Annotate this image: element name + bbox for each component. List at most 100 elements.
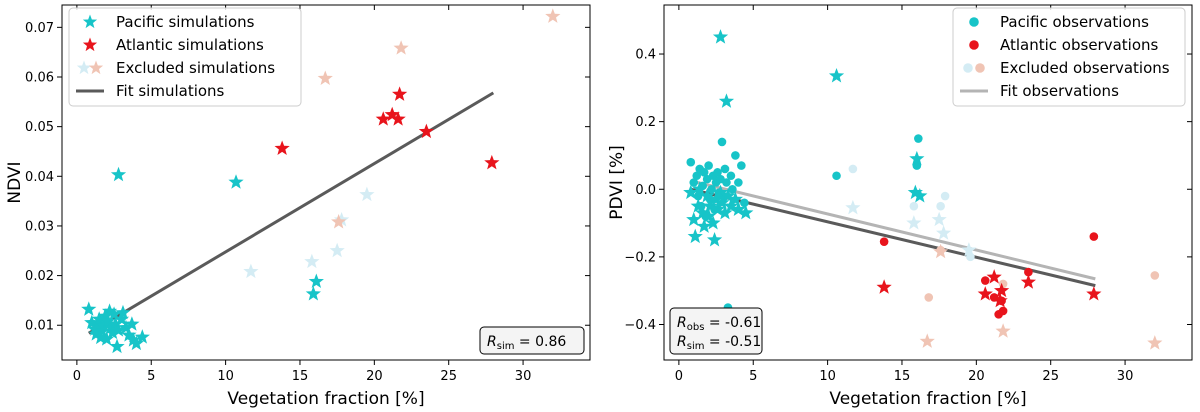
data-point [738,204,754,220]
data-point [727,191,743,206]
data-point [699,168,709,177]
data-point [484,154,500,170]
data-point [334,211,350,227]
legend-swatch [82,37,98,52]
data-point [702,198,718,213]
plot-frame [61,4,591,361]
x-tick-label: 30 [515,369,532,384]
data-point [359,186,375,202]
data-point [977,286,993,301]
data-point [737,161,746,170]
data-point [392,86,408,101]
data-point [115,304,131,320]
data-point [274,140,290,155]
data-point [699,188,715,203]
data-point [845,199,861,215]
legend-label: Atlantic simulations [116,36,264,54]
legend-swatch [969,17,979,27]
data-point [692,181,708,196]
y-tick-label: 0.05 [25,120,54,135]
x-tick-label: 20 [968,369,985,384]
r-annotation-text: Rsim = 0.86 [487,334,566,352]
data-point [720,164,730,174]
data-point [696,218,712,233]
data-point [740,198,749,208]
x-tick-label: 25 [1042,369,1059,384]
legend-label: Pacific simulations [116,13,255,31]
x-tick-label: 10 [819,369,836,384]
data-point [998,306,1008,316]
data-point [720,188,736,203]
legend-box [68,7,302,107]
fit-line [690,179,1096,281]
data-point [393,40,409,55]
data-point [906,215,922,230]
data-point [308,273,324,289]
data-point [912,188,928,203]
x-axis-label: Vegetation fraction [%] [227,389,424,409]
x-tick-label: 5 [147,369,155,384]
data-point [722,178,731,187]
data-point [687,228,703,244]
data-point [690,198,706,213]
r-annotation-text: Robs = -0.61 [677,315,761,333]
data-point [936,225,952,240]
data-point [1150,271,1160,280]
data-point [924,293,934,302]
data-point [879,237,889,246]
data-point [931,211,947,227]
data-point [909,201,919,211]
data-point [96,318,112,333]
data-point [109,338,125,354]
data-point [118,319,134,335]
data-point [828,68,845,83]
data-point [686,157,696,167]
r-annotation: Rsim = 0.86 [479,326,585,355]
y-tick-label: 0.07 [25,21,54,36]
x-tick-label: 5 [749,369,757,384]
data-point [1089,232,1099,241]
data-point [106,306,122,321]
data-point [686,211,702,227]
data-point [695,204,711,220]
data-point [305,285,321,301]
data-point [134,329,150,344]
data-point [995,323,1011,338]
data-point [734,178,743,187]
data-point [100,313,116,328]
left-chart-ndvi: 0 5 10 15 20 25 30 0.01 0.02 0.03 0.04 0.05 0.06 0.07… [5,4,591,409]
data-point [980,276,990,285]
data-point [1086,286,1102,301]
data-point [728,184,737,194]
y-tick-label: 0.0 [635,183,656,198]
data-point [1024,267,1033,277]
data-point [832,171,841,181]
data-point [103,319,119,335]
data-point [317,70,333,85]
y-tick-label: −0.2 [624,250,656,265]
data-point [304,253,320,269]
legend-label: Atlantic observations [1000,36,1159,54]
data-point [992,292,1008,308]
data-point [713,168,722,177]
data-point [961,242,977,257]
y-axis-label: PDVI [%] [607,145,627,220]
data-point [717,204,733,220]
plot-frame [663,4,1193,361]
data-point [1147,335,1163,350]
data-point [390,111,406,126]
data-point [91,311,107,326]
data-point [104,324,121,340]
legend-box [952,7,1186,107]
data-point [994,282,1010,298]
data-point [909,150,925,166]
data-point [101,303,118,318]
legend-label: Fit observations [1000,82,1119,100]
data-point [706,231,723,247]
data-point [986,269,1002,284]
y-tick-label: 0.03 [25,219,54,234]
legend-star-swatch [88,60,104,75]
data-point [110,322,127,337]
data-point [731,151,740,160]
data-point [848,164,858,174]
